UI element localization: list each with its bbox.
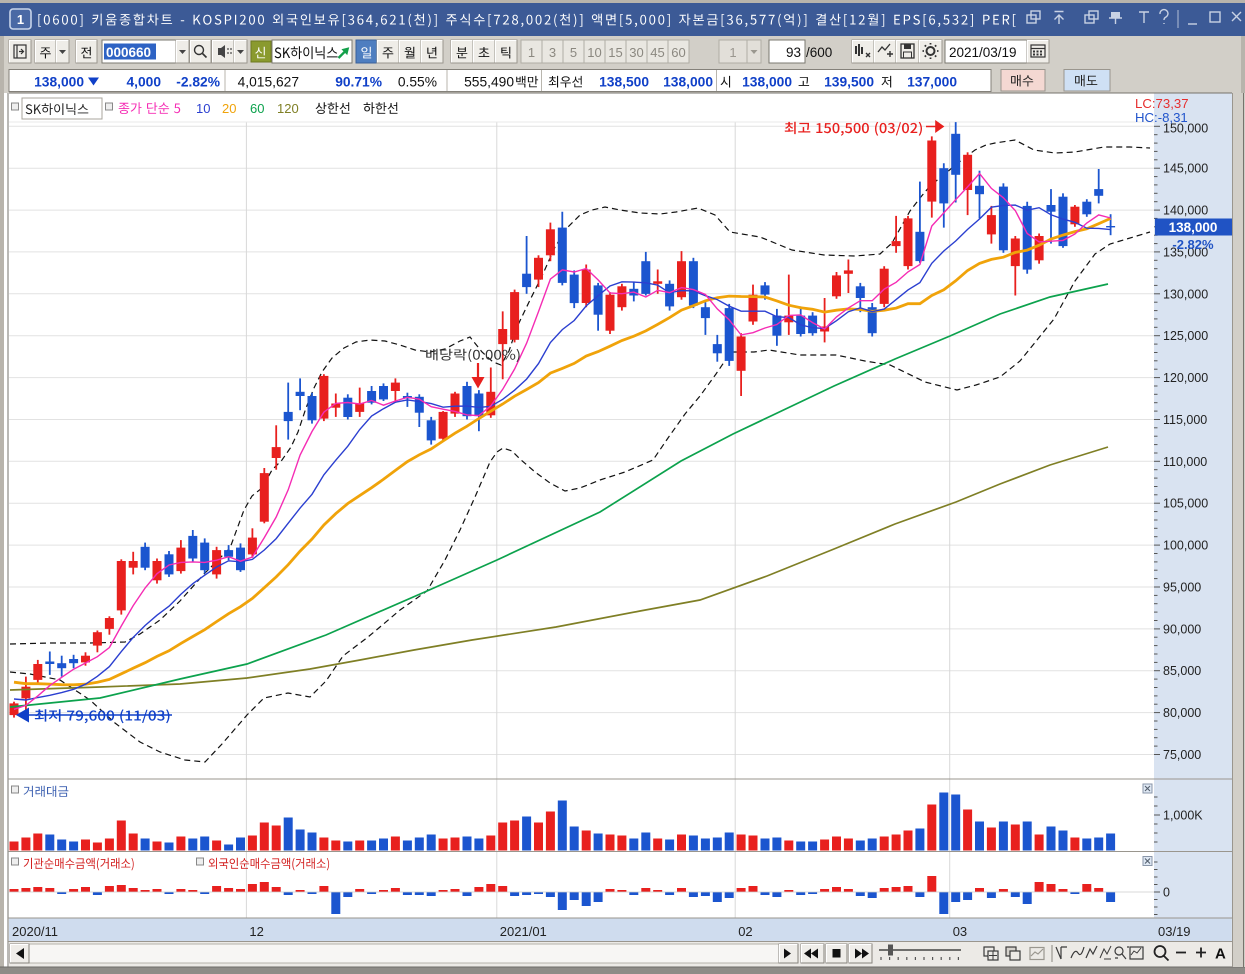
svg-text:02: 02 [738, 924, 752, 939]
svg-text:4,015,627: 4,015,627 [238, 75, 299, 90]
svg-text:93: 93 [786, 45, 801, 60]
svg-text:1: 1 [729, 45, 736, 60]
svg-text:138,000: 138,000 [742, 75, 792, 90]
svg-text:4,000: 4,000 [126, 75, 161, 90]
svg-text:138,000: 138,000 [663, 75, 713, 90]
svg-text:20: 20 [222, 101, 236, 116]
svg-text:75,000: 75,000 [1163, 748, 1201, 762]
svg-text:115,000: 115,000 [1163, 413, 1207, 427]
svg-text:85,000: 85,000 [1163, 664, 1201, 678]
svg-text:5: 5 [570, 45, 577, 60]
svg-text:2021/03/19: 2021/03/19 [949, 45, 1017, 60]
svg-text:/600: /600 [806, 45, 832, 60]
svg-text:105,000: 105,000 [1163, 497, 1208, 511]
svg-text:145,000: 145,000 [1163, 162, 1208, 176]
svg-text:-2.82%: -2.82% [176, 75, 220, 90]
svg-text:130,000: 130,000 [1163, 287, 1208, 301]
svg-text:HC:-8,31: HC:-8,31 [1135, 110, 1188, 125]
svg-text:12: 12 [249, 924, 263, 939]
svg-text:150,000: 150,000 [1163, 122, 1208, 136]
svg-text:555,490: 555,490 [464, 75, 514, 90]
svg-text:15: 15 [608, 45, 622, 60]
svg-text:60: 60 [250, 101, 264, 116]
svg-text:2020/11: 2020/11 [12, 924, 58, 939]
svg-text:3: 3 [549, 45, 556, 60]
svg-text:03: 03 [953, 924, 967, 939]
svg-text:45: 45 [650, 45, 664, 60]
svg-text:110,000: 110,000 [1163, 455, 1207, 469]
svg-text:125,000: 125,000 [1163, 329, 1208, 343]
svg-text:90.71%: 90.71% [335, 75, 382, 90]
svg-text:A: A [1215, 946, 1226, 963]
svg-text:LC:73,37: LC:73,37 [1135, 96, 1189, 111]
svg-text:100,000: 100,000 [1163, 539, 1208, 553]
svg-text:80,000: 80,000 [1163, 706, 1201, 720]
svg-text:1: 1 [17, 12, 24, 27]
svg-text:139,500: 139,500 [824, 75, 874, 90]
svg-text:0: 0 [1163, 886, 1170, 900]
svg-text:30: 30 [629, 45, 643, 60]
svg-text:60: 60 [671, 45, 685, 60]
svg-text:95,000: 95,000 [1163, 581, 1201, 595]
svg-text:2021/01: 2021/01 [500, 924, 547, 939]
svg-text:0.55%: 0.55% [398, 75, 437, 90]
svg-text:1,000K: 1,000K [1163, 809, 1203, 823]
svg-text:140,000: 140,000 [1163, 204, 1208, 218]
svg-text:135,000: 135,000 [1163, 245, 1208, 259]
svg-text:137,000: 137,000 [907, 75, 957, 90]
svg-text:138,500: 138,500 [599, 75, 649, 90]
svg-text:90,000: 90,000 [1163, 622, 1201, 636]
svg-text:138,000: 138,000 [34, 75, 84, 90]
svg-text:000660: 000660 [106, 45, 151, 60]
svg-text:10: 10 [587, 45, 601, 60]
svg-text:120: 120 [277, 101, 299, 116]
svg-text:10: 10 [196, 101, 210, 116]
svg-text:138,000: 138,000 [1169, 220, 1218, 235]
svg-text:03/19: 03/19 [1158, 924, 1191, 939]
svg-text:120,000: 120,000 [1163, 371, 1208, 385]
svg-text:-2.82%: -2.82% [1172, 237, 1214, 252]
svg-text:1: 1 [528, 45, 535, 60]
